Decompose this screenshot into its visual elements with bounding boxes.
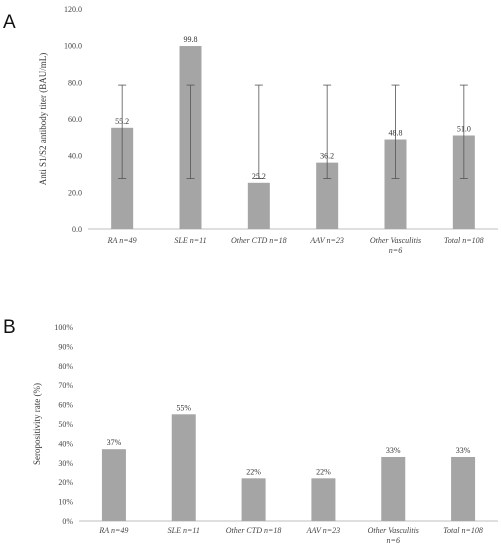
chart-a-data-label: 48.8: [389, 129, 403, 138]
chart-b-data-label: 55%: [176, 403, 191, 412]
chart-b-ytick-label: 30%: [58, 459, 73, 468]
chart-b-data-label: 22%: [316, 467, 331, 476]
chart-a-category-label: n=6: [389, 246, 402, 255]
chart-b-ytick-label: 50%: [58, 420, 73, 429]
chart-b-bar: [311, 478, 336, 521]
chart-a-category-label: SLE n=11: [174, 236, 206, 245]
chart-b-ytick-label: 90%: [58, 342, 73, 351]
chart-a-ytick-label: 120.0: [64, 5, 82, 14]
chart-a-ytick-label: 0.0: [72, 225, 82, 234]
chart-a-bar: [247, 182, 270, 229]
chart-a-bar: [384, 139, 407, 229]
chart-b-y-axis-title: Seropositivity rate (%): [32, 383, 42, 465]
chart-a-y-axis-title: Anti S1/S2 antibody titer (BAU/mL): [38, 53, 48, 186]
chart-b-bar: [241, 478, 266, 521]
chart-a-bar: [452, 135, 475, 229]
chart-a-data-label: 25.2: [252, 172, 266, 181]
chart-b-data-label: 33%: [456, 446, 471, 455]
chart-b-category-label: n=6: [387, 536, 400, 545]
chart-b-category-label: Total n=108: [443, 526, 483, 535]
chart-b-ytick-label: 0%: [62, 517, 73, 526]
chart-b-bar: [451, 456, 476, 521]
chart-b-bar: [101, 449, 126, 521]
panel-b-label: B: [3, 317, 16, 338]
chart-a-data-label: 99.8: [184, 35, 198, 44]
chart-a-category-label: Total n=108: [444, 236, 484, 245]
chart-a-ytick-label: 80.0: [68, 78, 82, 87]
chart-a-ytick-label: 20.0: [68, 188, 82, 197]
chart-b-ytick-label: 80%: [58, 362, 73, 371]
chart-a-category-label: RA n=49: [107, 236, 137, 245]
chart-a-category-label: Other Vasculitis: [370, 236, 421, 245]
chart-b-data-label: 22%: [246, 467, 261, 476]
chart-a-data-label: 51.0: [457, 125, 471, 134]
chart-b-category-label: SLE n=11: [168, 526, 200, 535]
panel-a-label: A: [3, 12, 16, 33]
chart-b-ytick-label: 70%: [58, 381, 73, 390]
chart-b-category-label: RA n=49: [98, 526, 128, 535]
chart-a-ytick-label: 40.0: [68, 152, 82, 161]
chart-b-ytick-label: 40%: [58, 439, 73, 448]
chart-a-data-label: 55.2: [115, 117, 129, 126]
chart-a-category-label: AAV n=23: [309, 236, 344, 245]
chart-a-data-label: 36.2: [320, 152, 334, 161]
chart-b-ytick-label: 20%: [58, 478, 73, 487]
chart-b-ytick-label: 60%: [58, 401, 73, 410]
chart-a-ytick-label: 100.0: [64, 42, 82, 51]
chart-b-ytick-label: 10%: [58, 498, 73, 507]
chart-a-ytick-label: 60.0: [68, 115, 82, 124]
chart-b-category-label: Other Vasculitis: [368, 526, 419, 535]
chart-b-data-label: 37%: [107, 438, 122, 447]
chart-a-bar: [316, 162, 339, 229]
chart-b-category-label: AAV n=23: [306, 526, 341, 535]
chart-b-ytick-label: 100%: [54, 323, 73, 332]
chart-a-category-label: Other CTD n=18: [231, 236, 287, 245]
chart-b-bar: [171, 414, 196, 521]
chart-b-category-label: Other CTD n=18: [226, 526, 282, 535]
chart-b-bar: [381, 456, 406, 521]
chart-b-data-label: 33%: [386, 446, 401, 455]
